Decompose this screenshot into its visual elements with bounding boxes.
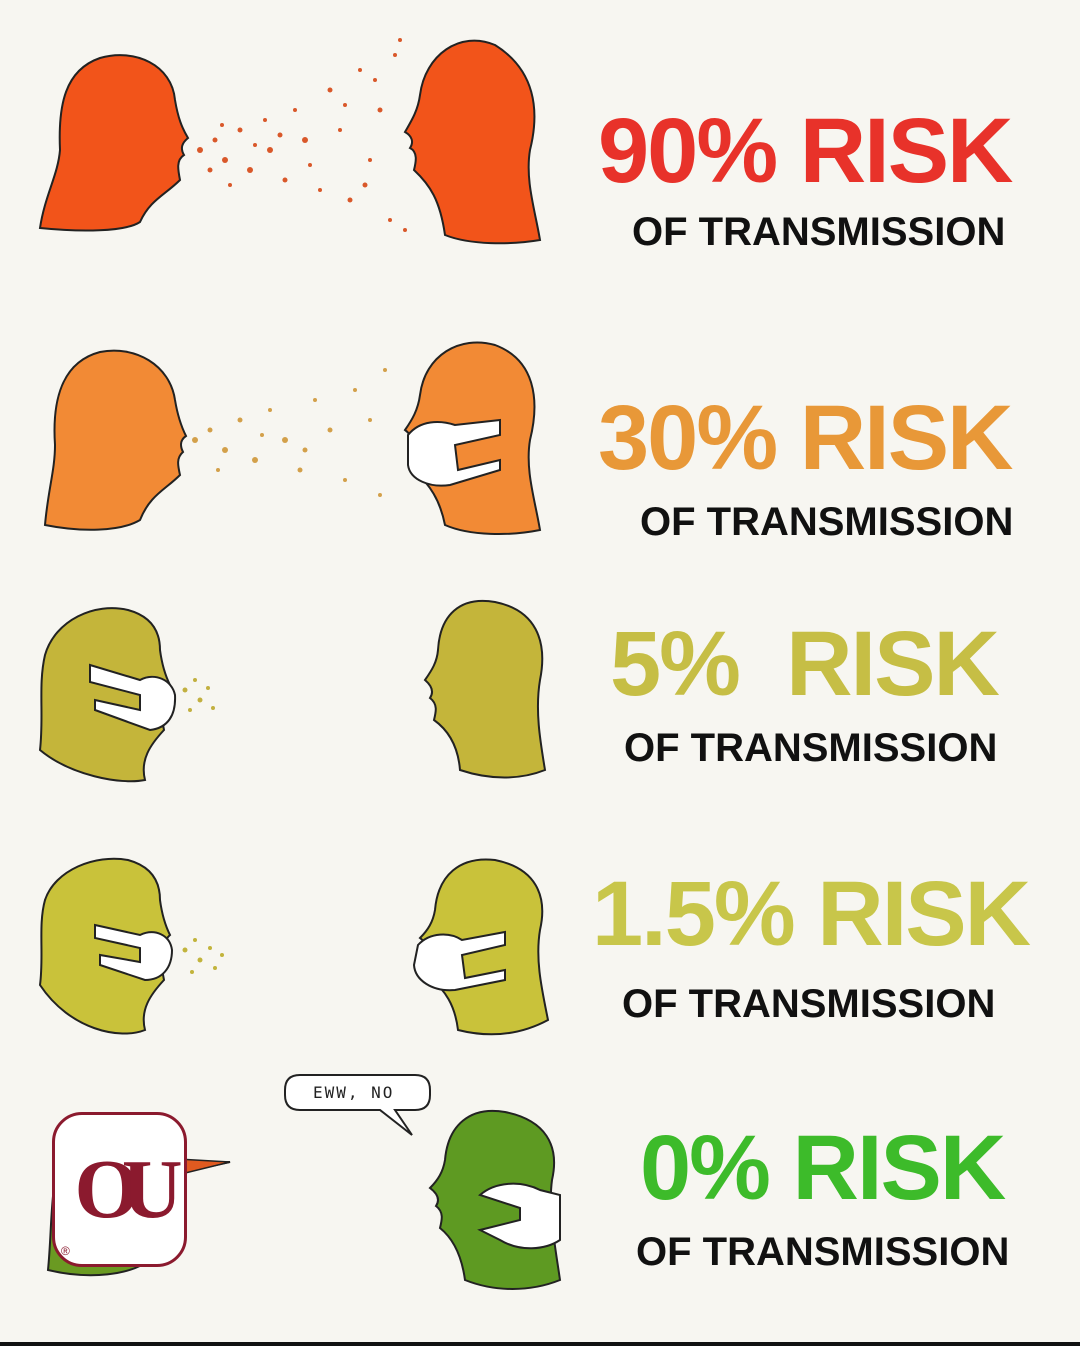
unmasked-to-unmasked-illustration bbox=[38, 38, 542, 245]
face-mask-icon bbox=[94, 923, 174, 982]
transmission-label: OF TRANSMISSION bbox=[622, 982, 996, 1026]
risk-percent-label: 90% RISK bbox=[598, 100, 1013, 202]
left-head-silhouette bbox=[43, 349, 188, 531]
right-head-silhouette bbox=[423, 599, 547, 779]
risk-row-5: 5% RISK OF TRANSMISSION bbox=[0, 570, 1080, 840]
risk-percent-label: 5% RISK bbox=[610, 613, 1000, 715]
ou-logo-letters: OU bbox=[74, 1142, 183, 1236]
masked-to-masked-illustration bbox=[38, 857, 550, 1036]
risk-row-30: 30% RISK OF TRANSMISSION bbox=[0, 270, 1080, 570]
risk-row-90: 90% RISK OF TRANSMISSION bbox=[0, 0, 1080, 270]
unmasked-to-masked-illustration bbox=[43, 341, 542, 535]
transmission-label: OF TRANSMISSION bbox=[624, 726, 998, 770]
droplet-spray bbox=[197, 38, 407, 232]
droplet-spray bbox=[192, 368, 387, 497]
face-mask-icon bbox=[477, 1182, 561, 1250]
face-mask-icon bbox=[89, 663, 177, 732]
speech-bubble-text: EWW, NO bbox=[313, 1083, 395, 1102]
left-head-silhouette bbox=[38, 54, 190, 232]
droplet-spray bbox=[182, 678, 215, 712]
transmission-label: OF TRANSMISSION bbox=[640, 500, 1014, 544]
risk-percent-label: 1.5% RISK bbox=[592, 863, 1031, 965]
risk-row-0: EWW, NO OU ® 0% RISK OF TRANSMISSION bbox=[0, 1070, 1080, 1346]
droplet-spray bbox=[182, 938, 224, 974]
left-head-silhouette bbox=[38, 857, 172, 1035]
transmission-label: OF TRANSMISSION bbox=[632, 210, 1006, 254]
risk-percent-label: 0% RISK bbox=[640, 1117, 1006, 1219]
ou-logo: OU ® bbox=[52, 1112, 187, 1267]
masked-to-unmasked-illustration bbox=[38, 599, 547, 783]
speech-bubble bbox=[284, 1074, 431, 1136]
face-mask-icon bbox=[407, 418, 501, 487]
right-head-silhouette bbox=[403, 39, 542, 245]
face-mask-icon bbox=[412, 930, 506, 992]
bottom-border bbox=[0, 1342, 1080, 1346]
risk-row-1-5: 1.5% RISK OF TRANSMISSION bbox=[0, 840, 1080, 1070]
registered-mark: ® bbox=[61, 1244, 70, 1258]
risk-percent-label: 30% RISK bbox=[598, 387, 1013, 489]
transmission-label: OF TRANSMISSION bbox=[636, 1230, 1010, 1274]
